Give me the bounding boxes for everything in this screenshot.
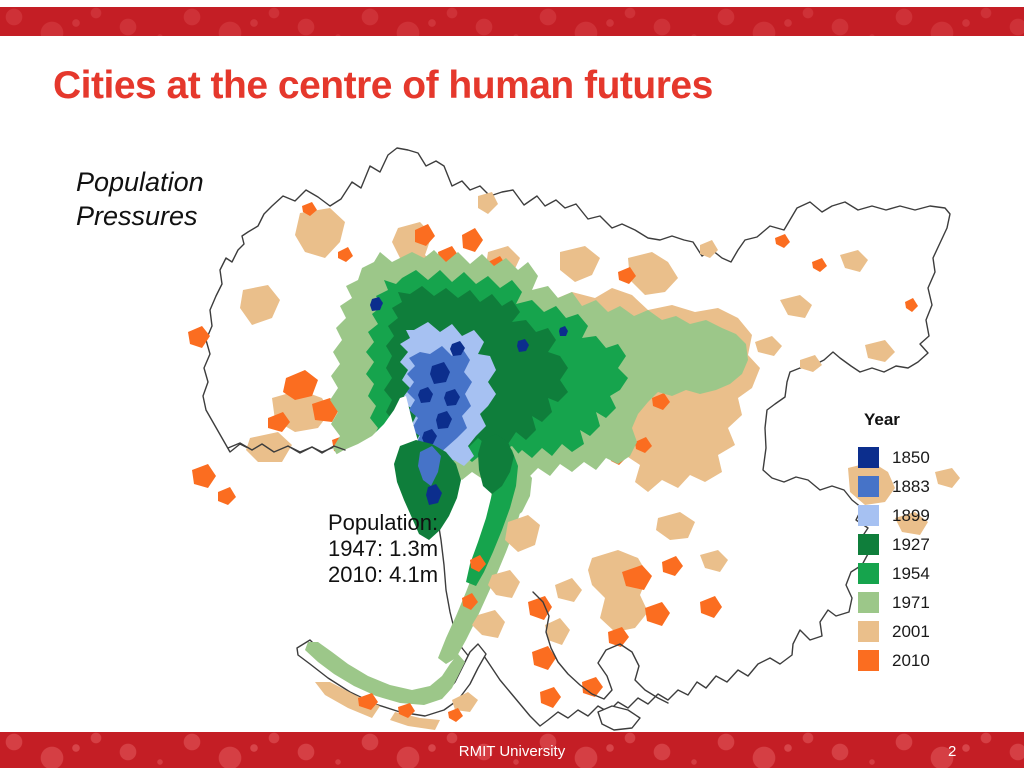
bottom-red-bar (0, 732, 1024, 768)
legend-title: Year (864, 410, 900, 429)
urban-1883-core (407, 346, 472, 456)
legend-swatch-1899 (858, 505, 879, 526)
subtitle-line2: Pressures (76, 200, 198, 231)
population-annotation-line1: Population: (328, 510, 439, 535)
legend-item-1899: 1899 (858, 501, 930, 530)
hook-2010-dots (358, 693, 463, 722)
urban-2001-areas (240, 192, 960, 645)
bottom-bar-dot-pattern (0, 732, 1024, 768)
top-red-bar (0, 7, 1024, 36)
urban-1883-bay-strip (418, 446, 441, 486)
legend-swatch-1927 (858, 534, 879, 555)
urban-2001-corridor-east (472, 515, 540, 638)
port-phillip-bay (304, 396, 470, 672)
legend-label-2001: 2001 (892, 621, 930, 641)
legend-swatch-1850 (858, 447, 879, 468)
urban-1850-bay-dot (426, 484, 442, 505)
top-bar-dot-pattern (0, 7, 1024, 36)
legend-label-1971: 1971 (892, 592, 930, 612)
legend-label-1927: 1927 (892, 534, 930, 554)
phillip-island (597, 705, 641, 731)
bay-north-shore (227, 442, 346, 454)
legend-swatch-2001 (858, 621, 879, 642)
population-annotation-line2: 1947: 1.3m (328, 535, 439, 561)
legend-label-1899: 1899 (892, 505, 930, 525)
legend-label-1954: 1954 (892, 563, 930, 583)
slide-page-number: 2 (948, 743, 957, 760)
legend-item-1883: 1883 (858, 472, 930, 501)
subtitle: Population Pressures (76, 166, 204, 234)
legend-swatch-1954 (858, 563, 879, 584)
legend-item-1971: 1971 (858, 588, 930, 617)
legend-item-1954: 1954 (858, 559, 930, 588)
legend-item-1927: 1927 (858, 530, 930, 559)
legend-swatch-2010 (858, 650, 879, 671)
legend-item-2010: 2010 (858, 646, 930, 675)
legend-item-2001: 2001 (858, 617, 930, 646)
footer-institution: RMIT University (458, 743, 566, 760)
legend-label-1850: 1850 (892, 447, 930, 467)
legend-swatch-1883 (858, 476, 879, 497)
legend-item-1850: 1850 (858, 443, 930, 472)
population-annotation: Population: 1947: 1.3m 2010: 4.1m (328, 510, 438, 588)
hook-1971-strip (305, 642, 465, 705)
legend-rows: 1850 1883 1899 1927 1954 1971 2001 2010 (858, 443, 930, 675)
population-annotation-line3: 2010: 4.1m (328, 561, 439, 587)
map-legend: Year 1850 1883 1899 1927 1954 1971 2001 2010 (858, 410, 930, 675)
urban-2010-corridor-dots (462, 555, 486, 610)
legend-label-1883: 1883 (892, 476, 930, 496)
western-port-coast (532, 591, 669, 704)
legend-swatch-1971 (858, 592, 879, 613)
page-title: Cities at the centre of human futures (53, 64, 713, 107)
legend-label-2010: 2010 (892, 650, 930, 670)
hook-2001-fringe (315, 682, 478, 730)
subtitle-line1: Population (76, 167, 204, 197)
